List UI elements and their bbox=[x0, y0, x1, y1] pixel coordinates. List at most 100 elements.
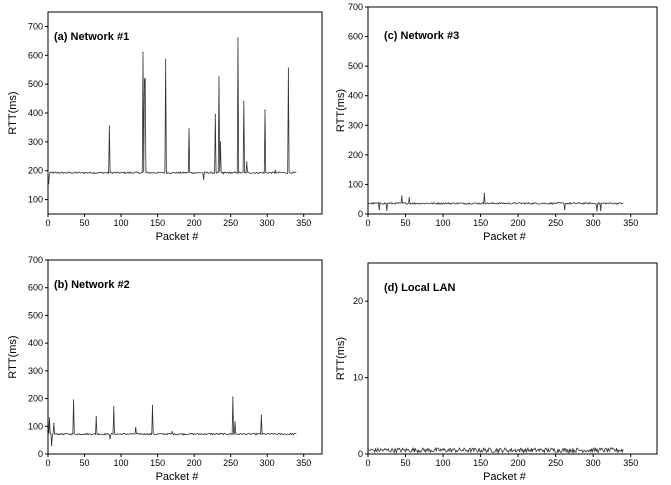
y-tick-label-a: 400 bbox=[28, 108, 43, 118]
x-tick-label-c: 100 bbox=[436, 218, 451, 228]
x-tick-label-a: 50 bbox=[80, 218, 90, 228]
y-tick-label-a: 200 bbox=[28, 166, 43, 176]
rtt-spike-point-a bbox=[165, 59, 167, 61]
rtt-spike-point-b bbox=[113, 406, 115, 408]
rtt-spike-point-c bbox=[408, 197, 410, 199]
y-tick-label-b: 400 bbox=[28, 338, 43, 348]
rtt-spike-point-a bbox=[219, 141, 222, 143]
x-tick-label-c: 200 bbox=[511, 218, 526, 228]
rtt-spike-point-c bbox=[483, 192, 485, 194]
rtt-spike-point-a bbox=[287, 67, 289, 69]
rtt-spike-point-a bbox=[237, 37, 239, 39]
panel-c: 0 50 100 150 200 250 300 350 0 100 200 300 400 500 600… bbox=[335, 2, 658, 243]
y-tick-label-a: 700 bbox=[28, 21, 43, 31]
y-axis-label-c: RTT(ms) bbox=[335, 89, 347, 132]
rtt-series-b bbox=[47, 397, 297, 446]
x-tick-label-c: 150 bbox=[473, 218, 488, 228]
x-tick-label-a: 100 bbox=[114, 218, 129, 228]
x-axis-label-a: Packet # bbox=[156, 231, 200, 243]
x-tick-label-b: 100 bbox=[114, 458, 129, 468]
rtt-spike-point-a bbox=[274, 170, 276, 172]
rtt-series-a bbox=[47, 37, 297, 184]
rtt-spike-point-a bbox=[143, 79, 146, 81]
rtt-spike-point-c bbox=[564, 208, 566, 211]
panel-d: 0 50 100 150 200 250 300 350 0 10 20 (d) Local LAN P… bbox=[335, 262, 658, 483]
rtt-spike-point-a bbox=[222, 173, 224, 175]
rtt-spike-point-c bbox=[386, 209, 388, 212]
y-axis-label-d: RTT(ms) bbox=[335, 337, 347, 380]
x-tick-label-c: 350 bbox=[623, 218, 638, 228]
y-tick-label-a: 100 bbox=[28, 195, 43, 205]
rtt-spike-point-a bbox=[243, 100, 245, 103]
rtt-spike-point-c bbox=[600, 209, 602, 212]
x-axis-label-c: Packet # bbox=[483, 231, 527, 243]
y-tick-label-b: 500 bbox=[28, 310, 43, 320]
rtt-spike-point-b bbox=[234, 421, 236, 423]
rtt-spike-point-c bbox=[378, 208, 380, 211]
plot-frame-b bbox=[47, 259, 323, 455]
y-tick-label-c: 100 bbox=[348, 179, 363, 189]
y-axis-label-a: RTT(ms) bbox=[7, 91, 19, 134]
rtt-series-c bbox=[367, 193, 624, 212]
rtt-spike-point-b bbox=[171, 431, 173, 433]
rtt-spike-point-a bbox=[108, 125, 110, 127]
panel-title-b: (b) Network #2 bbox=[54, 279, 130, 291]
x-tick-label-a: 250 bbox=[223, 218, 238, 228]
x-tick-label-d: 50 bbox=[401, 458, 411, 468]
rtt-series-d bbox=[367, 446, 624, 454]
panel-title-a: (a) Network #1 bbox=[54, 31, 129, 43]
x-tick-label-d: 100 bbox=[436, 458, 451, 468]
panel-a: 0 50 100 150 200 250 300 350 100 200 300 400 500 600 7… bbox=[7, 11, 323, 243]
rtt-spike-point-b bbox=[51, 445, 53, 447]
y-tick-label-b: 600 bbox=[28, 283, 43, 293]
y-tick-label-b: 100 bbox=[28, 421, 43, 431]
y-tick-label-b: 200 bbox=[28, 394, 43, 404]
panel-title-c: (c) Network #3 bbox=[384, 30, 459, 42]
x-tick-label-d: 150 bbox=[473, 458, 488, 468]
y-tick-label-c: 500 bbox=[348, 61, 363, 71]
y-tick-label-a: 500 bbox=[28, 79, 43, 89]
x-tick-label-b: 50 bbox=[80, 458, 90, 468]
rtt-spike-point-a bbox=[246, 161, 248, 163]
y-tick-label-b: 700 bbox=[28, 255, 43, 265]
rtt-spike-point-a bbox=[144, 77, 146, 79]
x-tick-label-a: 350 bbox=[296, 218, 311, 228]
plot-frame-d bbox=[367, 262, 658, 455]
plot-frame-c bbox=[367, 6, 658, 215]
rtt-spike-point-a bbox=[264, 109, 266, 111]
y-tick-label-a: 300 bbox=[28, 137, 43, 147]
y-tick-label-b: 300 bbox=[28, 366, 43, 376]
x-tick-label-c: 250 bbox=[548, 218, 563, 228]
rtt-spike-point-a bbox=[188, 128, 190, 130]
x-tick-label-c: 50 bbox=[401, 218, 411, 228]
rtt-spike-point-a bbox=[142, 51, 144, 54]
x-tick-label-a: 200 bbox=[187, 218, 202, 228]
rtt-spike-point-b bbox=[48, 417, 51, 419]
x-tick-label-d: 350 bbox=[623, 458, 638, 468]
x-tick-label-b: 0 bbox=[45, 458, 50, 468]
x-tick-label-b: 250 bbox=[223, 458, 238, 468]
y-tick-label-d: 0 bbox=[358, 449, 363, 459]
rtt-spike-point-a bbox=[218, 76, 220, 78]
panel-title-d: (d) Local LAN bbox=[384, 282, 456, 294]
panel-b: 0 50 100 150 200 250 300 350 0 100 200 300 400 500 600… bbox=[7, 255, 323, 483]
rtt-spike-point-b bbox=[232, 396, 234, 398]
rtt-spike-point-a bbox=[214, 113, 216, 116]
rtt-spike-point-b bbox=[53, 422, 55, 425]
y-tick-label-d: 10 bbox=[353, 373, 363, 383]
x-tick-label-d: 0 bbox=[365, 458, 370, 468]
x-axis-label-d: Packet # bbox=[483, 471, 527, 483]
x-axis-label-b: Packet # bbox=[156, 471, 200, 483]
x-tick-label-d: 200 bbox=[511, 458, 526, 468]
x-tick-label-b: 150 bbox=[150, 458, 165, 468]
x-tick-label-d: 300 bbox=[586, 458, 601, 468]
y-tick-label-c: 700 bbox=[348, 2, 363, 12]
x-tick-label-c: 300 bbox=[586, 218, 601, 228]
rtt-spike-point-c bbox=[401, 195, 403, 197]
y-tick-label-c: 400 bbox=[348, 91, 363, 101]
x-tick-label-b: 350 bbox=[296, 458, 311, 468]
rtt-spike-point-b bbox=[109, 438, 111, 440]
y-tick-label-b: 0 bbox=[38, 449, 43, 459]
y-tick-label-a: 600 bbox=[28, 50, 43, 60]
